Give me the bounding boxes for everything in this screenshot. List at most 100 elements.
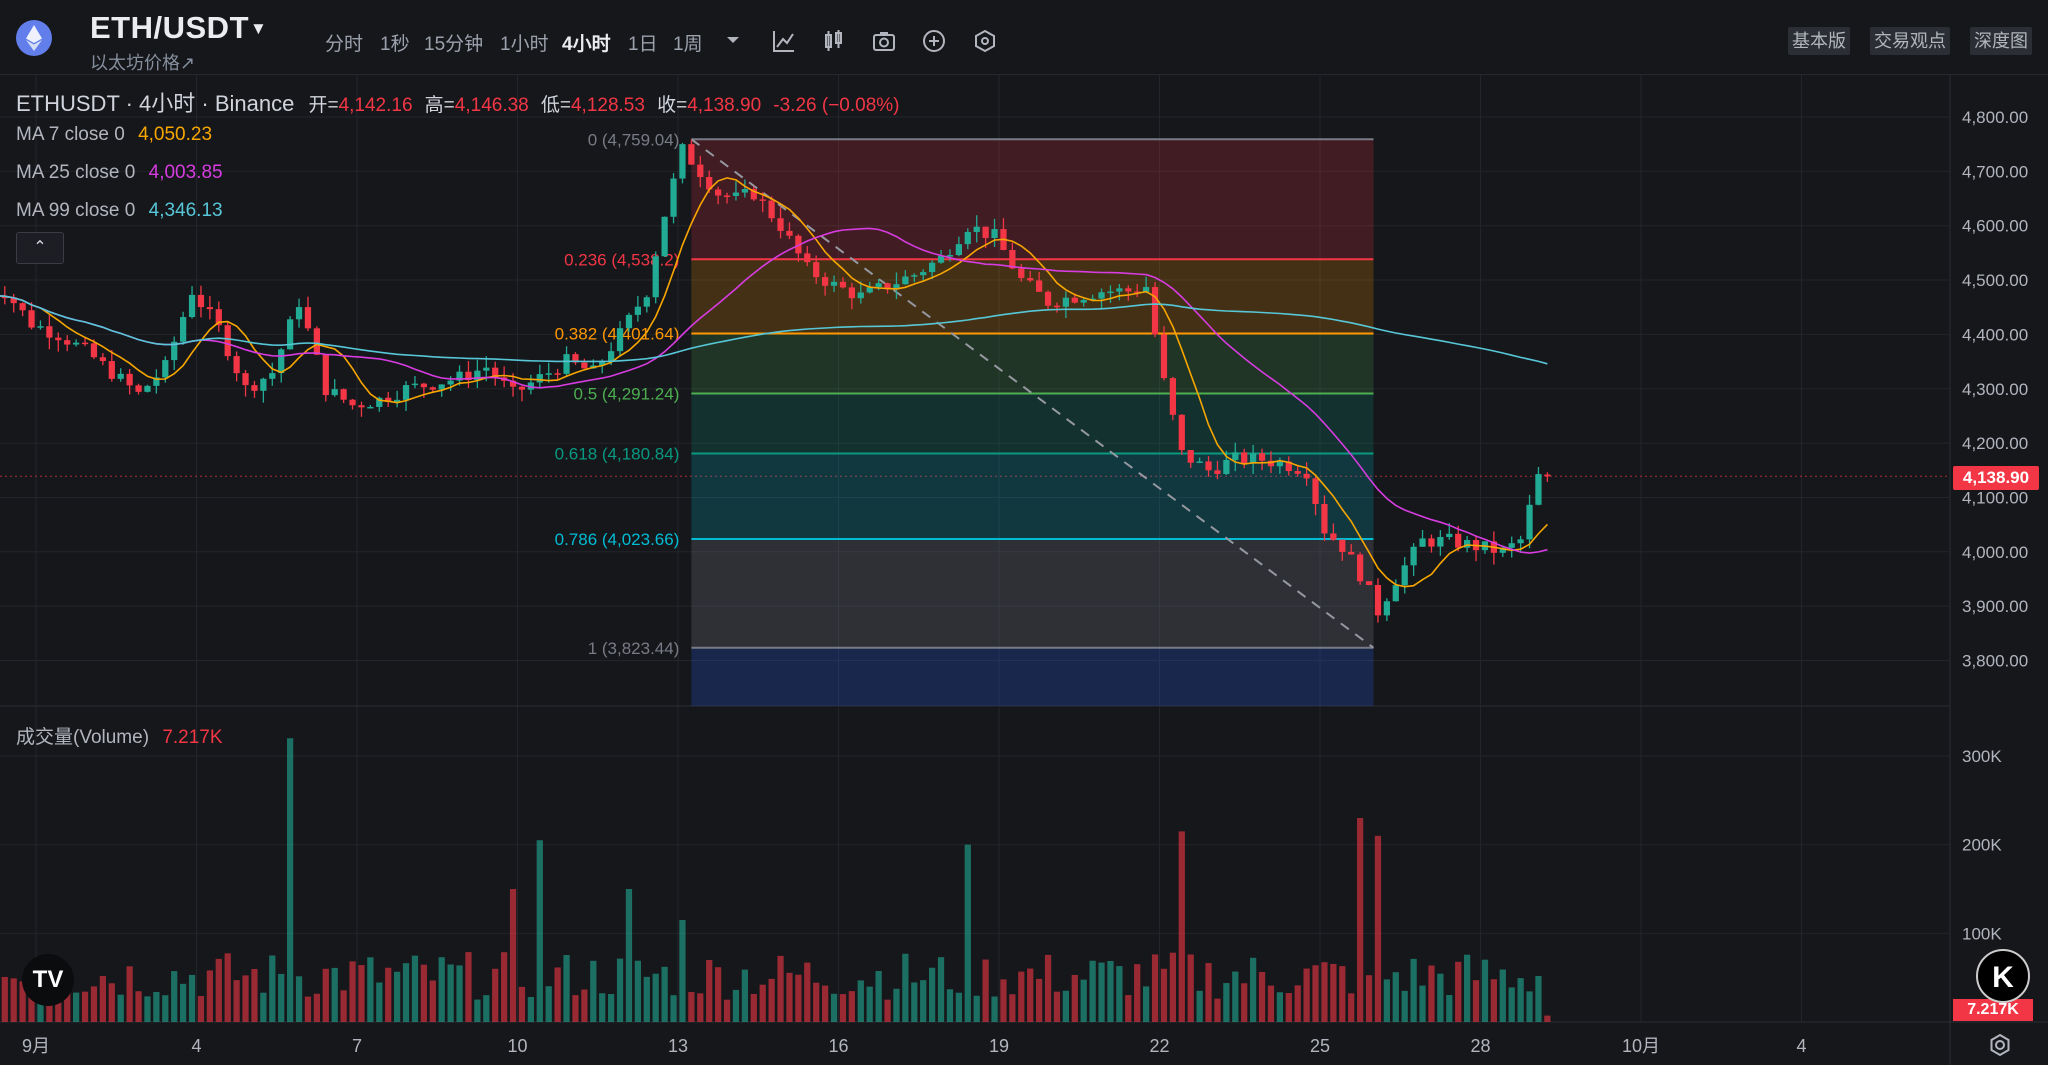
candle-body bbox=[616, 328, 624, 352]
collapse-legend-button[interactable]: ⌃ bbox=[16, 232, 64, 264]
candle-body bbox=[715, 189, 722, 196]
candle-body bbox=[599, 361, 606, 366]
volume-bar bbox=[144, 996, 151, 1022]
volume-bar bbox=[1490, 979, 1497, 1022]
candle-style-icon[interactable] bbox=[821, 28, 847, 54]
volume-bar bbox=[661, 966, 668, 1022]
candle-body bbox=[420, 383, 427, 388]
volume-bar bbox=[866, 986, 873, 1022]
volume-bar bbox=[1339, 966, 1346, 1022]
volume-bar bbox=[1294, 985, 1301, 1022]
chevron-down-icon[interactable] bbox=[723, 30, 743, 50]
candle-body bbox=[1143, 287, 1150, 292]
candle-body bbox=[295, 307, 303, 320]
ma25-label: MA 25 close 0 bbox=[16, 162, 136, 183]
volume-label: 成交量(Volume) bbox=[16, 727, 150, 748]
x-tick-label: 28 bbox=[1470, 1036, 1490, 1056]
candle-body bbox=[1107, 291, 1114, 294]
volume-bar bbox=[759, 984, 766, 1022]
interval-tab[interactable]: 1小时 bbox=[500, 34, 549, 55]
candle-body bbox=[866, 287, 873, 293]
open-value: 4,142.16 bbox=[338, 95, 413, 116]
volume-bar bbox=[10, 978, 17, 1022]
candle-body bbox=[81, 342, 89, 345]
gear-icon[interactable] bbox=[1988, 1033, 2012, 1057]
candle-body bbox=[394, 399, 401, 402]
interval-tab-active[interactable]: 4小时 bbox=[562, 34, 611, 55]
volume-bar bbox=[768, 978, 775, 1022]
candle-body bbox=[162, 360, 169, 378]
interval-tab[interactable]: 1周 bbox=[673, 34, 703, 55]
k-logo-icon[interactable]: K bbox=[1976, 949, 2030, 1003]
volume-bar bbox=[1116, 966, 1123, 1022]
volume-bar bbox=[545, 986, 552, 1022]
interval-tab[interactable]: 1秒 bbox=[380, 34, 410, 55]
ma7-legend[interactable]: MA 7 close 0 4,050.23 bbox=[16, 124, 212, 146]
candle-body bbox=[848, 287, 855, 299]
candle-body bbox=[1374, 584, 1382, 616]
volume-bar bbox=[1321, 962, 1328, 1022]
settings-hex-icon[interactable] bbox=[972, 28, 998, 54]
volume-bar bbox=[99, 976, 106, 1022]
candle-body bbox=[625, 314, 633, 329]
volume-bar bbox=[518, 986, 526, 1022]
volume-bar bbox=[652, 973, 659, 1022]
ma25-legend[interactable]: MA 25 close 0 4,003.85 bbox=[16, 162, 223, 184]
high-label: 高= bbox=[424, 95, 455, 116]
candle-body bbox=[688, 144, 695, 165]
candle-body bbox=[10, 297, 17, 304]
candle-body bbox=[37, 326, 44, 328]
candle-body bbox=[224, 325, 231, 357]
tradingview-logo-icon[interactable]: TV bbox=[22, 954, 74, 1006]
interval-tab[interactable]: 1日 bbox=[628, 34, 658, 55]
asset-price-link[interactable]: 以太坊价格↗ bbox=[90, 53, 196, 73]
x-tick-label: 9月 bbox=[22, 1036, 50, 1056]
candle-body bbox=[278, 349, 285, 374]
volume-bar bbox=[376, 982, 383, 1022]
volume-bar bbox=[313, 993, 320, 1022]
candle-body bbox=[1018, 268, 1025, 279]
trading-pair-title[interactable]: ETH/USDT bbox=[90, 10, 249, 45]
fibonacci-retracement: 0 (4,759.04)0.236 (4,538.2)0.382 (4,401.… bbox=[555, 130, 1374, 706]
camera-icon[interactable] bbox=[871, 28, 897, 54]
candle-body bbox=[920, 272, 927, 276]
candle-body bbox=[1535, 474, 1542, 505]
volume-bar bbox=[215, 958, 222, 1022]
volume-bar bbox=[590, 960, 597, 1022]
candle-body bbox=[1116, 288, 1123, 292]
basic-view-button[interactable]: 基本版 bbox=[1788, 27, 1850, 55]
candle-body bbox=[465, 371, 472, 381]
candle-body bbox=[830, 281, 838, 286]
candle-body bbox=[750, 189, 757, 200]
candle-body bbox=[153, 377, 160, 386]
volume-bar bbox=[643, 976, 650, 1022]
indicator-icon[interactable] bbox=[771, 28, 797, 54]
candle-body bbox=[144, 385, 151, 392]
volume-bar bbox=[893, 988, 900, 1022]
volume-bar bbox=[188, 974, 196, 1022]
x-tick-label: 7 bbox=[352, 1036, 362, 1056]
volume-bar bbox=[723, 999, 731, 1022]
plus-icon[interactable] bbox=[921, 28, 947, 54]
candle-body bbox=[1392, 585, 1399, 602]
volume-bar bbox=[501, 952, 508, 1022]
y-tick-label: 3,800.00 bbox=[1962, 652, 2028, 671]
low-label: 低= bbox=[540, 95, 571, 116]
interval-tab[interactable]: 15分钟 bbox=[424, 34, 484, 55]
trading-ideas-button[interactable]: 交易观点 bbox=[1870, 27, 1950, 55]
candle-body bbox=[1267, 460, 1275, 467]
volume-bar bbox=[242, 975, 249, 1022]
candle-body bbox=[206, 307, 213, 310]
volume-bar bbox=[1223, 983, 1230, 1022]
pair-dropdown-icon[interactable]: ▼ bbox=[250, 19, 267, 38]
candle-body bbox=[1357, 554, 1364, 582]
change-value: -3.26 (−0.08%) bbox=[773, 95, 900, 116]
depth-chart-button[interactable]: 深度图 bbox=[1970, 27, 2032, 55]
volume-bar bbox=[1125, 995, 1132, 1022]
ma99-legend[interactable]: MA 99 close 0 4,346.13 bbox=[16, 200, 223, 222]
candle-body bbox=[723, 195, 731, 198]
candle-body bbox=[1258, 453, 1266, 461]
interval-tab[interactable]: 分时 bbox=[325, 34, 364, 55]
volume-bar bbox=[28, 992, 35, 1022]
